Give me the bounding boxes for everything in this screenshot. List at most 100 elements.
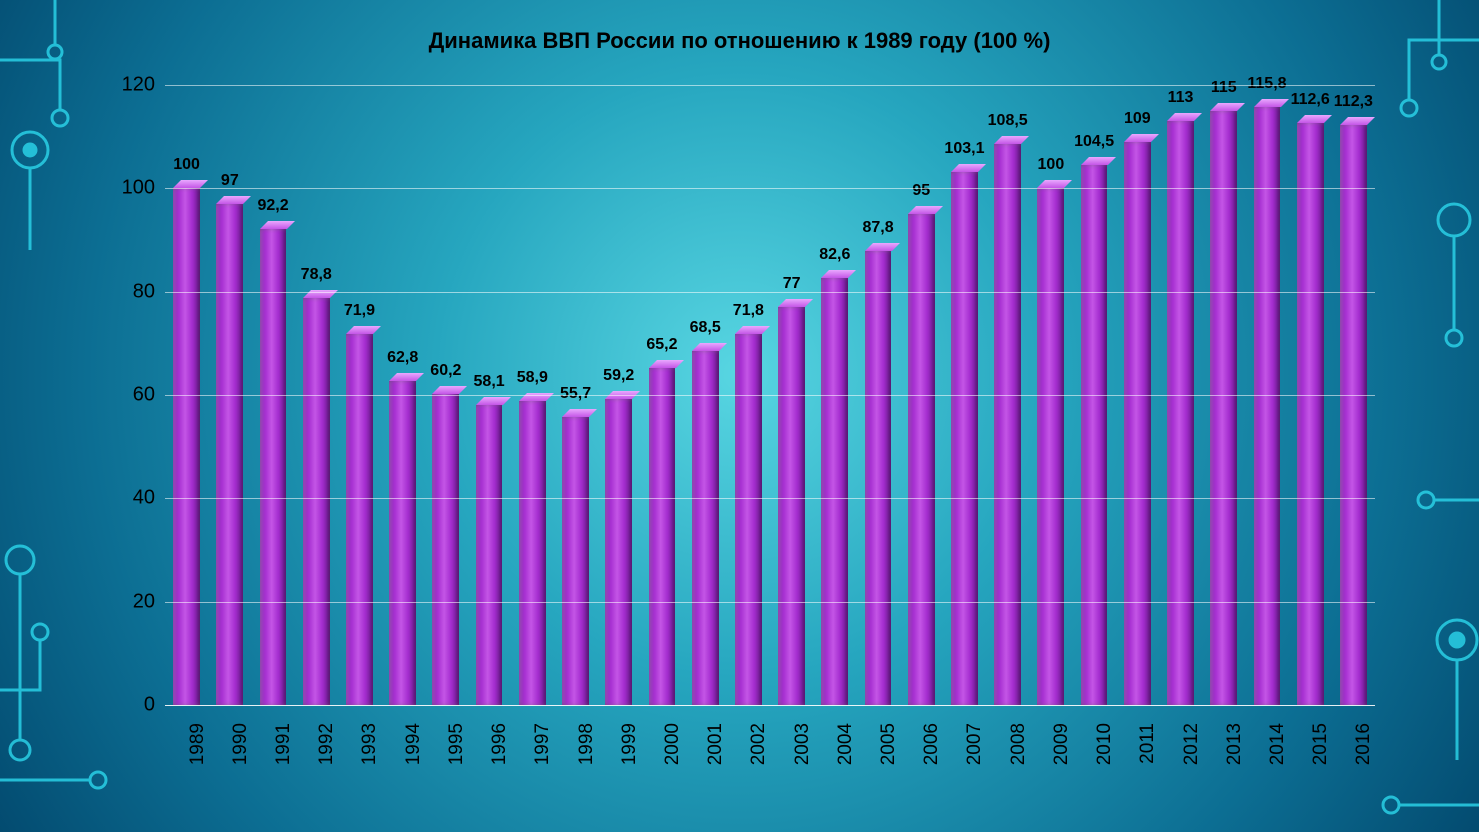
bar-value-label: 112,6 xyxy=(1291,91,1330,109)
bar-top-face xyxy=(389,373,424,381)
bar: 87,8 xyxy=(865,251,892,705)
bar: 112,3 xyxy=(1340,125,1367,705)
bar: 62,8 xyxy=(389,381,416,705)
category-label: 2001 xyxy=(705,723,727,765)
bar-value-label: 71,8 xyxy=(733,302,764,320)
y-tick-label: 80 xyxy=(110,280,155,303)
gridline xyxy=(165,498,1375,499)
y-tick-label: 20 xyxy=(110,590,155,613)
bar-value-label: 68,5 xyxy=(690,319,721,337)
bar: 60,2 xyxy=(432,394,459,705)
bar-value-label: 115,8 xyxy=(1247,75,1286,93)
category-label: 2002 xyxy=(748,723,770,765)
bar: 104,5 xyxy=(1081,165,1108,705)
bar-top-face xyxy=(994,136,1029,144)
bar-value-label: 115 xyxy=(1211,79,1237,97)
category-label: 1996 xyxy=(489,723,511,765)
bar: 112,6 xyxy=(1297,123,1324,705)
bar-value-label: 59,2 xyxy=(603,367,634,385)
category-label: 2003 xyxy=(792,723,814,765)
bar-top-face xyxy=(951,164,986,172)
category-label: 1990 xyxy=(230,723,252,765)
bar: 108,5 xyxy=(994,144,1021,705)
bar-top-face xyxy=(649,360,684,368)
category-label: 1989 xyxy=(187,723,209,765)
gridline xyxy=(165,292,1375,293)
bar-top-face xyxy=(519,393,554,401)
bar-value-label: 113 xyxy=(1168,89,1194,107)
bar: 82,6 xyxy=(821,278,848,705)
bar: 115,8 xyxy=(1254,107,1281,705)
category-label: 2006 xyxy=(921,723,943,765)
bar: 92,2 xyxy=(260,229,287,705)
bar-value-label: 92,2 xyxy=(257,197,288,215)
category-label: 1991 xyxy=(273,723,295,765)
bar-top-face xyxy=(1124,134,1159,142)
bar-top-face xyxy=(735,326,770,334)
bar-value-label: 60,2 xyxy=(430,362,461,380)
bar-top-face xyxy=(908,206,943,214)
y-tick-label: 0 xyxy=(110,694,155,717)
bar: 100 xyxy=(1037,188,1064,705)
category-label: 2005 xyxy=(878,723,900,765)
bar-value-label: 95 xyxy=(912,182,930,200)
bar-top-face xyxy=(1254,99,1289,107)
category-label: 2016 xyxy=(1353,723,1375,765)
bar: 58,1 xyxy=(476,405,503,705)
bar: 115 xyxy=(1210,111,1237,705)
bar-value-label: 62,8 xyxy=(387,349,418,367)
bar-top-face xyxy=(346,326,381,334)
bar: 71,9 xyxy=(346,334,373,705)
slide-stage: Динамика ВВП России по отношению к 1989 … xyxy=(0,0,1479,832)
bar-value-label: 58,1 xyxy=(474,373,505,391)
bar-top-face xyxy=(1081,157,1116,165)
bar-value-label: 100 xyxy=(1038,156,1065,174)
bar-value-label: 71,9 xyxy=(344,302,375,320)
bar-top-face xyxy=(476,397,511,405)
bar: 100 xyxy=(173,188,200,705)
category-label: 2004 xyxy=(835,723,857,765)
bar-top-face xyxy=(778,299,813,307)
bar-top-face xyxy=(562,409,597,417)
bar-value-label: 77 xyxy=(783,275,801,293)
bar: 113 xyxy=(1167,121,1194,705)
chart-title: Динамика ВВП России по отношению к 1989 … xyxy=(0,28,1479,54)
bar: 97 xyxy=(216,204,243,705)
bar-top-face xyxy=(1340,117,1375,125)
category-label: 1998 xyxy=(576,723,598,765)
bar-value-label: 82,6 xyxy=(819,246,850,264)
bar: 68,5 xyxy=(692,351,719,705)
gridline xyxy=(165,705,1375,706)
category-label: 1999 xyxy=(619,723,641,765)
category-label: 1995 xyxy=(446,723,468,765)
bar-value-label: 108,5 xyxy=(988,112,1028,130)
gridline xyxy=(165,602,1375,603)
gridline xyxy=(165,395,1375,396)
bar-value-label: 104,5 xyxy=(1074,133,1114,151)
bar-value-label: 87,8 xyxy=(862,219,893,237)
bar: 58,9 xyxy=(519,401,546,705)
bar: 78,8 xyxy=(303,298,330,705)
bar-top-face xyxy=(821,270,856,278)
category-label: 1993 xyxy=(359,723,381,765)
bar: 71,8 xyxy=(735,334,762,705)
category-label: 1994 xyxy=(403,723,425,765)
category-label: 2007 xyxy=(964,723,986,765)
bar: 55,7 xyxy=(562,417,589,705)
category-label: 2015 xyxy=(1310,723,1332,765)
bar-value-label: 58,9 xyxy=(517,369,548,387)
gridline xyxy=(165,85,1375,86)
category-label: 2013 xyxy=(1224,723,1246,765)
bar: 65,2 xyxy=(649,368,676,705)
category-label: 2011 xyxy=(1137,723,1159,764)
bar-top-face xyxy=(1297,115,1332,123)
bar: 95 xyxy=(908,214,935,705)
category-label: 2010 xyxy=(1094,723,1116,765)
category-label: 1992 xyxy=(316,723,338,765)
bar: 77 xyxy=(778,307,805,705)
bar-top-face xyxy=(260,221,295,229)
bar-top-face xyxy=(692,343,727,351)
bar-value-label: 65,2 xyxy=(646,336,677,354)
bar-top-face xyxy=(173,180,208,188)
gridline xyxy=(165,188,1375,189)
